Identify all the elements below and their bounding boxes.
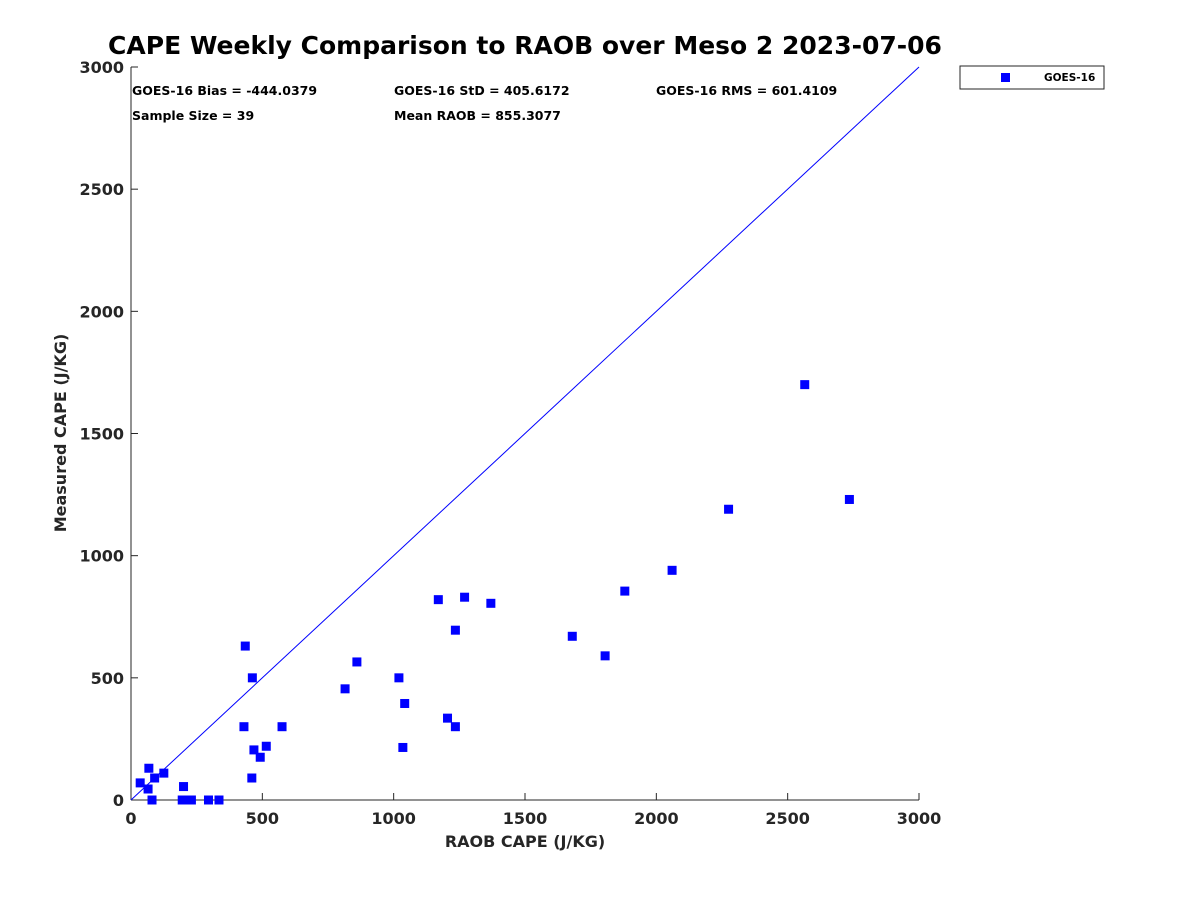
data-point: [277, 722, 287, 732]
stat-annotation: GOES-16 RMS = 601.4109: [656, 83, 837, 98]
data-point: [247, 773, 257, 783]
data-point: [249, 745, 259, 755]
y-tick-label: 2000: [79, 302, 124, 321]
legend-box: [959, 65, 1105, 90]
ticks: [130, 66, 920, 801]
legend-label: GOES-16: [1044, 72, 1095, 84]
data-point: [135, 778, 145, 788]
data-point: [144, 763, 154, 773]
data-point: [247, 673, 257, 683]
x-tick-label: 1000: [371, 809, 416, 828]
data-point: [214, 795, 224, 805]
data-point: [261, 741, 271, 751]
legend: GOES-16: [959, 65, 1105, 90]
x-tick-label: 2000: [634, 809, 679, 828]
stat-annotation: Mean RAOB = 855.3077: [394, 108, 561, 123]
statistics-annotations: GOES-16 Bias = -444.0379 GOES-16 StD = 40…: [132, 83, 837, 123]
y-tick-label: 3000: [79, 58, 124, 77]
y-axis-label: Measured CAPE (J/KG): [51, 334, 70, 533]
x-tick-label: 500: [246, 809, 279, 828]
data-point: [240, 641, 250, 651]
data-point: [186, 795, 196, 805]
data-point: [567, 631, 577, 641]
chart-title: CAPE Weekly Comparison to RAOB over Meso…: [108, 31, 942, 60]
data-point: [724, 504, 734, 514]
data-point: [433, 595, 443, 605]
data-point: [181, 795, 191, 805]
data-point: [398, 742, 408, 752]
x-tick-label: 3000: [897, 809, 942, 828]
data-point: [620, 586, 630, 596]
data-point: [352, 657, 362, 667]
data-point: [179, 782, 189, 792]
data-point: [844, 494, 854, 504]
tick-labels: 0 500 1000 1500 2000 2500 3000 0 500 1000 1500 2000…: [79, 58, 941, 828]
data-point: [203, 795, 213, 805]
data-point: [255, 752, 265, 762]
data-points: [135, 380, 854, 805]
one-to-one-reference-line: [130, 66, 920, 801]
stat-annotation: Sample Size = 39: [132, 108, 254, 123]
data-point: [667, 565, 677, 575]
x-tick-label: 1500: [503, 809, 548, 828]
y-tick-label: 1500: [79, 425, 124, 444]
x-tick-label: 0: [125, 809, 136, 828]
y-tick-label: 1000: [79, 547, 124, 566]
x-tick-label: 2500: [765, 809, 810, 828]
data-point: [460, 592, 470, 602]
y-tick-label: 0: [113, 791, 124, 810]
data-point: [147, 795, 157, 805]
data-point: [450, 722, 460, 732]
data-point: [143, 784, 153, 794]
data-point: [450, 625, 460, 635]
data-point: [159, 768, 169, 778]
data-point: [443, 713, 453, 723]
stat-annotation: GOES-16 Bias = -444.0379: [132, 83, 317, 98]
legend-marker-square: [1001, 73, 1010, 82]
x-axis-label: RAOB CAPE (J/KG): [445, 832, 605, 851]
data-point: [400, 698, 410, 708]
data-point: [340, 684, 350, 694]
data-point: [600, 651, 610, 661]
data-point: [239, 722, 249, 732]
stat-annotation: GOES-16 StD = 405.6172: [394, 83, 570, 98]
y-tick-label: 500: [91, 669, 124, 688]
data-point: [486, 598, 496, 608]
y-tick-label: 2500: [79, 180, 124, 199]
data-point: [394, 673, 404, 683]
data-point: [800, 380, 810, 390]
data-point: [150, 773, 160, 783]
